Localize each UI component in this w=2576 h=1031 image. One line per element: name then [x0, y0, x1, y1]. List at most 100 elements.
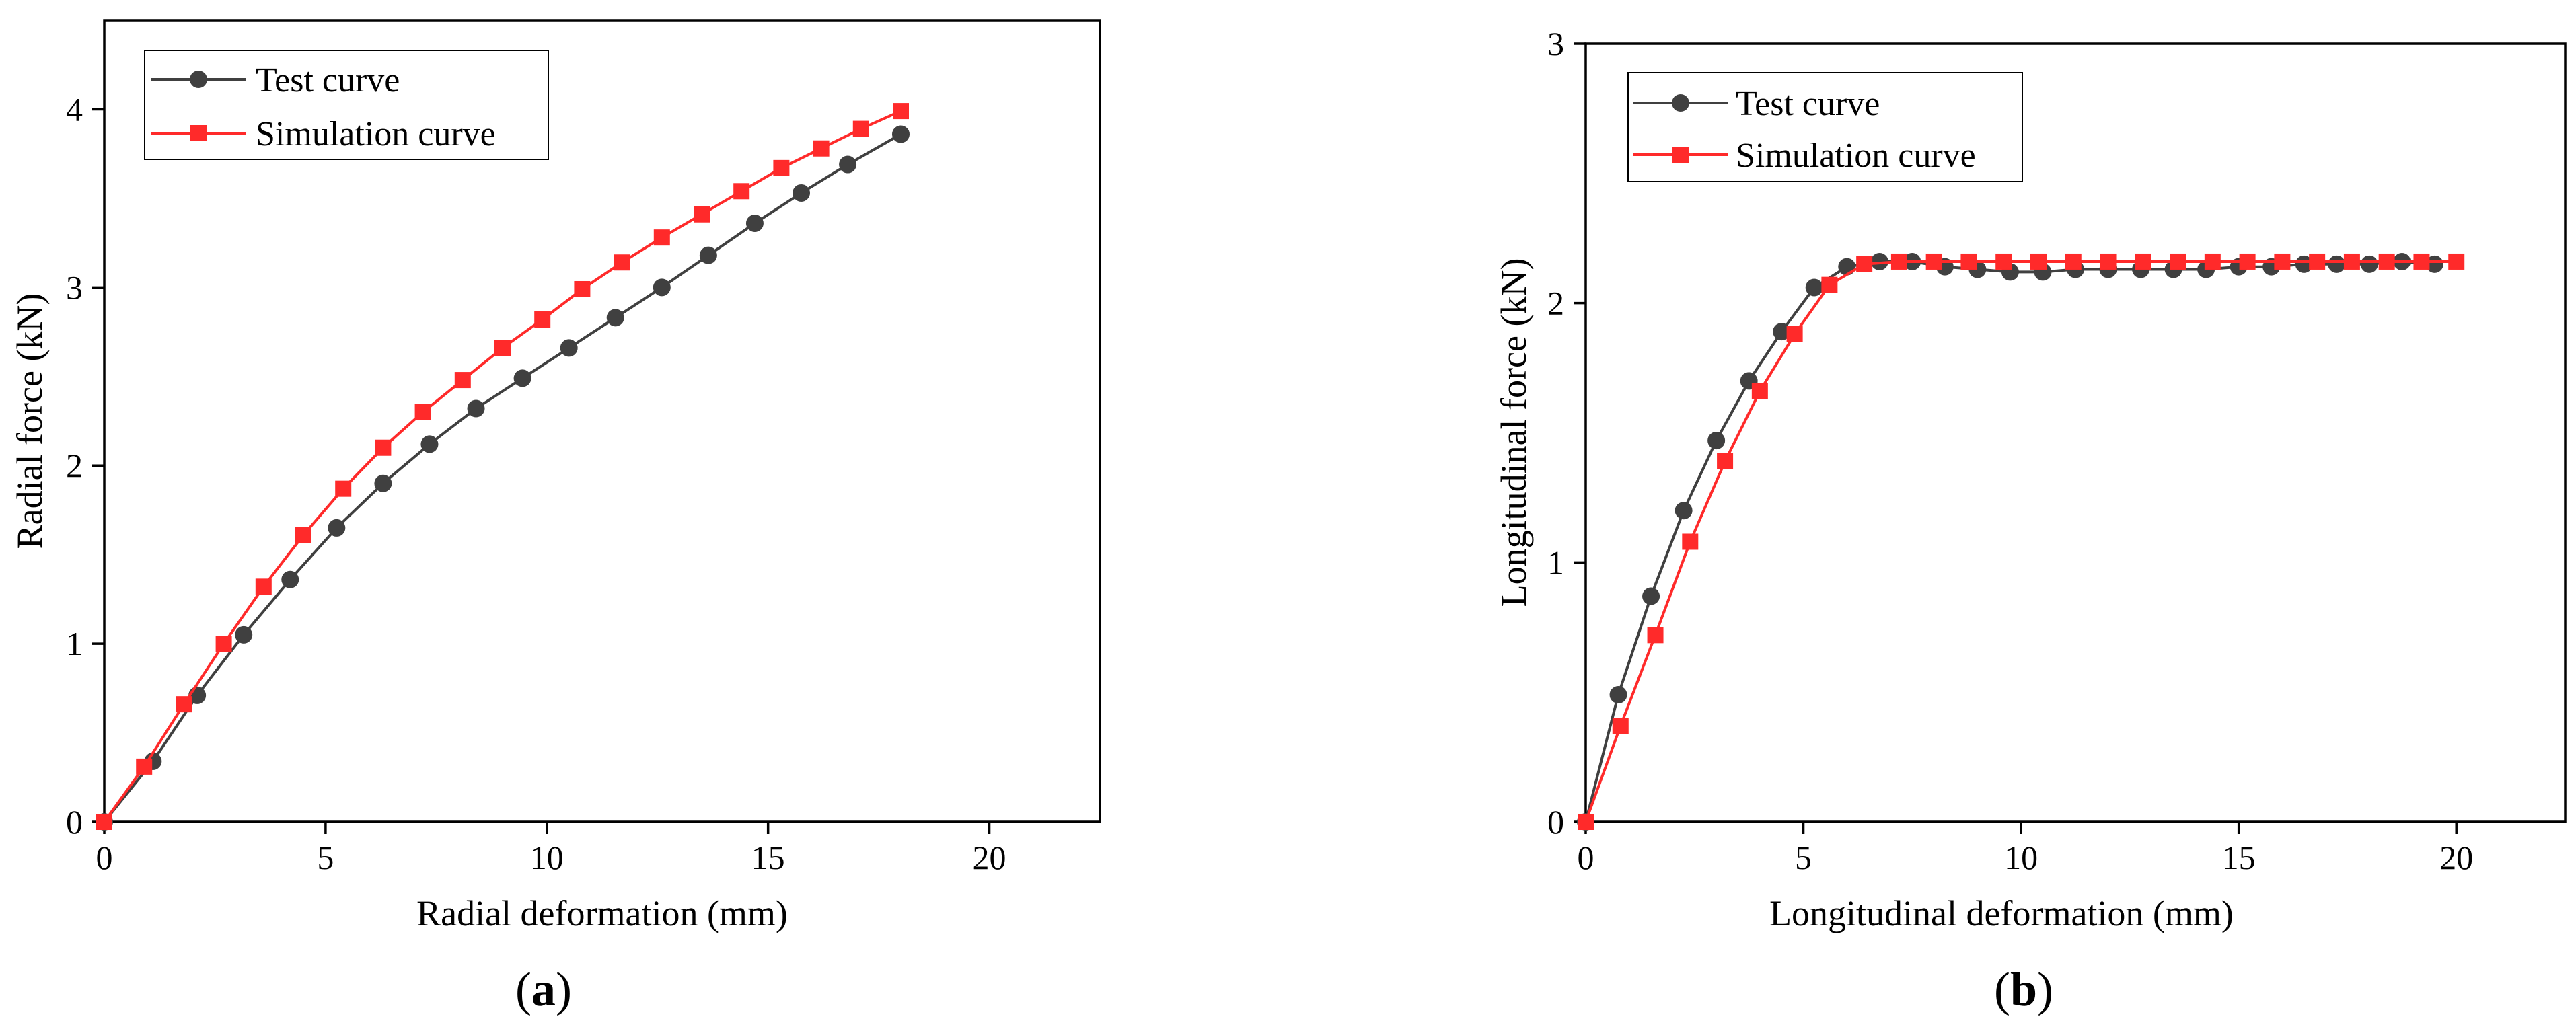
point-sim-a-16	[733, 183, 750, 200]
point-sim-a-15	[694, 206, 710, 223]
point-sim-b-15	[2100, 253, 2117, 270]
y-tick-label-b-3: 3	[1547, 25, 1564, 63]
point-test-b-22	[2295, 255, 2313, 273]
point-sim-a-12	[574, 280, 591, 297]
point-sim-b-1	[1612, 718, 1629, 734]
point-sim-b-9	[1890, 253, 1907, 270]
series-b	[1577, 252, 2465, 831]
y-tick-label-a-1: 1	[66, 625, 83, 662]
point-test-b-26	[2425, 255, 2443, 273]
x-tick-label-b-3: 15	[2222, 839, 2256, 876]
y-axis-title-b: Longitudinal force (kN)	[1494, 258, 1534, 607]
point-test-a-4	[281, 570, 299, 588]
panel-label-b: (b)	[1994, 962, 2053, 1016]
point-sim-b-21	[2309, 253, 2326, 270]
legend-box-a	[144, 50, 549, 160]
point-sim-b-13	[2030, 253, 2047, 270]
point-sim-a-14	[653, 229, 670, 246]
point-sim-a-2	[176, 696, 192, 713]
chart-b: 0 5 10 15 20 0 1 2 3 Longitudinal force (kN) Lon…	[1494, 25, 2567, 1016]
point-sim-b-16	[2135, 253, 2151, 270]
point-sim-a-6	[335, 480, 352, 497]
x-tick-label-b-1: 5	[1795, 839, 1812, 876]
point-test-a-15	[793, 184, 810, 202]
series-a	[96, 103, 910, 831]
point-sim-b-0	[1578, 814, 1594, 830]
plot-frame-a	[103, 19, 1101, 823]
y-tick-label-a-3: 3	[66, 268, 83, 306]
point-sim-a-1	[136, 758, 153, 775]
x-tick-label-a-1: 5	[317, 839, 334, 876]
point-sim-b-23	[2378, 253, 2395, 270]
point-sim-b-19	[2239, 253, 2256, 270]
point-test-a-8	[467, 399, 485, 418]
series-line-test-a	[103, 132, 901, 823]
legend-label-sim-b: Simulation curve	[1736, 137, 1976, 175]
point-test-b-6	[1773, 323, 1791, 341]
legend-b: Test curve Simulation curve	[1627, 72, 2023, 182]
point-test-a-17	[892, 125, 910, 143]
point-sim-b-17	[2170, 253, 2186, 270]
point-sim-a-7	[375, 439, 392, 456]
legend-label-sim-a: Simulation curve	[256, 115, 496, 153]
legend-marker-test-a	[190, 71, 207, 88]
point-test-b-4	[1707, 432, 1726, 450]
point-sim-a-18	[813, 140, 830, 157]
x-tick-label-b-2: 10	[2004, 839, 2038, 876]
series-line-test-b	[1584, 260, 2435, 823]
point-sim-b-14	[2065, 253, 2082, 270]
legend-marker-sim-a	[190, 125, 207, 141]
point-test-a-14	[745, 214, 764, 232]
legend-label-test-b: Test curve	[1736, 85, 1880, 123]
point-sim-a-5	[295, 527, 311, 543]
point-test-a-7	[420, 435, 439, 453]
point-sim-b-4	[1717, 453, 1734, 469]
x-tick-label-b-4: 20	[2439, 839, 2473, 876]
point-test-a-12	[653, 278, 671, 297]
point-sim-a-8	[414, 404, 431, 420]
y-axis-title-a: Radial force (kN)	[9, 293, 50, 549]
x-tick-label-a-2: 10	[530, 839, 564, 876]
panel-label-a: (a)	[515, 962, 572, 1016]
point-sim-a-3	[215, 636, 232, 652]
point-sim-b-6	[1786, 326, 1803, 342]
point-sim-b-10	[1925, 253, 1942, 270]
point-sim-a-17	[773, 159, 790, 176]
legend-marker-test-b	[1672, 94, 1689, 112]
x-axis-title-b: Longitudinal deformation (mm)	[1769, 893, 2234, 933]
point-sim-a-10	[494, 340, 511, 356]
ticks-b: 0 5 10 15 20 0 1 2 3	[1547, 25, 2473, 876]
series-line-sim-b	[1584, 260, 2457, 823]
point-test-a-10	[560, 339, 578, 357]
point-test-b-7	[1805, 278, 1823, 297]
point-sim-b-18	[2204, 253, 2221, 270]
x-axis-title-a: Radial deformation (mm)	[416, 893, 788, 933]
y-tick-label-b-2: 2	[1547, 284, 1564, 322]
point-test-b-8	[1838, 258, 1856, 276]
point-test-a-6	[374, 474, 392, 492]
point-sim-a-13	[614, 254, 630, 271]
point-test-b-1	[1609, 686, 1627, 704]
point-sim-b-5	[1751, 383, 1768, 399]
point-sim-a-9	[454, 372, 471, 389]
point-sim-a-20	[893, 103, 909, 120]
point-sim-b-2	[1647, 627, 1664, 644]
y-tick-label-a-2: 2	[66, 447, 83, 484]
point-test-a-9	[513, 369, 531, 387]
point-sim-b-24	[2413, 253, 2430, 270]
legend-marker-sim-b	[1672, 147, 1689, 163]
point-sim-b-20	[2274, 253, 2291, 270]
point-sim-b-3	[1682, 533, 1699, 550]
y-tick-label-a-4: 4	[66, 90, 83, 128]
x-tick-label-a-4: 20	[973, 839, 1006, 876]
point-sim-a-11	[534, 311, 551, 328]
point-sim-b-25	[2448, 253, 2465, 270]
point-test-b-23	[2328, 255, 2346, 273]
series-line-sim-a	[103, 110, 901, 823]
point-test-b-9	[1870, 252, 1888, 270]
x-tick-label-a-3: 15	[751, 839, 785, 876]
point-test-a-3	[235, 625, 253, 644]
ticks-a: 0 5 10 15 20 0 1 2 3 4	[66, 90, 1006, 876]
y-tick-label-b-1: 1	[1547, 543, 1564, 581]
